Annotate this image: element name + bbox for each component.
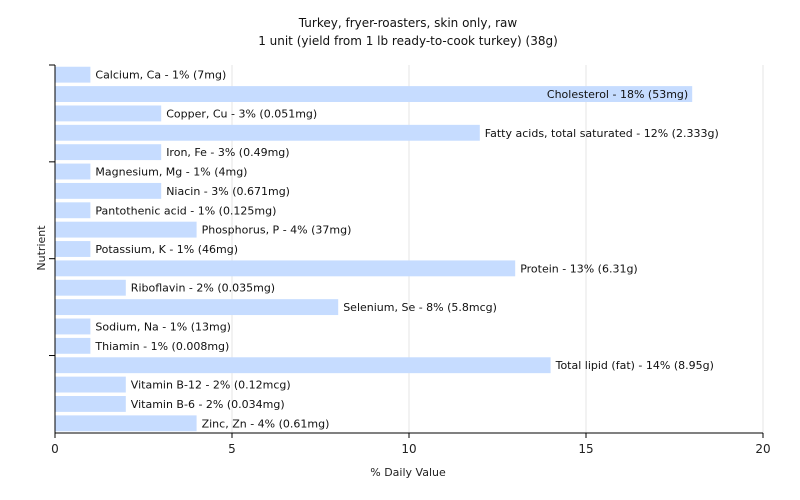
- bar-18: [55, 396, 126, 412]
- bar-6: [55, 163, 91, 180]
- bar-label-4: Fatty acids, total saturated - 12% (2.33…: [485, 127, 719, 140]
- bar-label-8: Pantothenic acid - 1% (0.125mg): [95, 204, 276, 217]
- bar-15: [55, 337, 91, 354]
- bar-2: [55, 86, 693, 102]
- bar-17: [55, 376, 126, 393]
- bar-label-16: Total lipid (fat) - 14% (8.95g): [555, 359, 714, 372]
- x-axis-label: % Daily Value: [370, 466, 446, 479]
- bar-label-12: Riboflavin - 2% (0.035mg): [131, 282, 275, 295]
- bar-label-14: Sodium, Na - 1% (13mg): [95, 320, 231, 333]
- bar-label-15: Thiamin - 1% (0.008mg): [94, 340, 229, 353]
- bar-13: [55, 299, 339, 316]
- bar-label-19: Zinc, Zn - 4% (0.61mg): [202, 417, 330, 430]
- bar-label-5: Iron, Fe - 3% (0.49mg): [166, 146, 289, 159]
- bar-16: [55, 357, 551, 374]
- bar-14: [55, 318, 91, 335]
- bar-label-18: Vitamin B-6 - 2% (0.034mg): [131, 398, 285, 411]
- bar-5: [55, 144, 162, 161]
- bar-label-6: Magnesium, Mg - 1% (4mg): [95, 166, 247, 179]
- x-tick-label-2: 10: [401, 442, 416, 456]
- bar-label-2: Cholesterol - 18% (53mg): [547, 88, 688, 101]
- x-tick-label-1: 5: [228, 442, 236, 456]
- bar-12: [55, 279, 126, 296]
- bar-19: [55, 415, 197, 432]
- bar-3: [55, 105, 162, 122]
- y-axis-label: Nutrient: [35, 225, 48, 271]
- x-tick-label-4: 20: [755, 442, 770, 456]
- bar-label-1: Calcium, Ca - 1% (7mg): [95, 69, 226, 82]
- bar-11: [55, 260, 516, 277]
- bar-7: [55, 182, 162, 199]
- bar-label-13: Selenium, Se - 8% (5.8mcg): [343, 301, 497, 314]
- bar-label-7: Niacin - 3% (0.671mg): [166, 185, 290, 198]
- bar-label-9: Phosphorus, P - 4% (37mg): [202, 224, 352, 237]
- bar-label-17: Vitamin B-12 - 2% (0.12mcg): [131, 379, 291, 392]
- bar-label-11: Protein - 13% (6.31g): [520, 262, 638, 275]
- bar-label-10: Potassium, K - 1% (46mg): [95, 243, 238, 256]
- chart-subtitle: 1 unit (yield from 1 lb ready-to-cook tu…: [258, 34, 558, 48]
- axes: 0 5 10 15 20: [49, 64, 771, 456]
- x-tick-label-3: 15: [578, 442, 593, 456]
- bar-1: [55, 66, 91, 83]
- bar-8: [55, 202, 91, 219]
- bars: Calcium, Ca - 1% (7mg) Cholesterol - 18% …: [55, 66, 719, 432]
- bar-10: [55, 241, 91, 257]
- bar-4: [55, 124, 480, 141]
- bar-9: [55, 221, 197, 238]
- bar-label-3: Copper, Cu - 3% (0.051mg): [166, 107, 317, 120]
- x-tick-label-0: 0: [51, 442, 59, 456]
- chart-title: Turkey, fryer-roasters, skin only, raw: [298, 16, 518, 30]
